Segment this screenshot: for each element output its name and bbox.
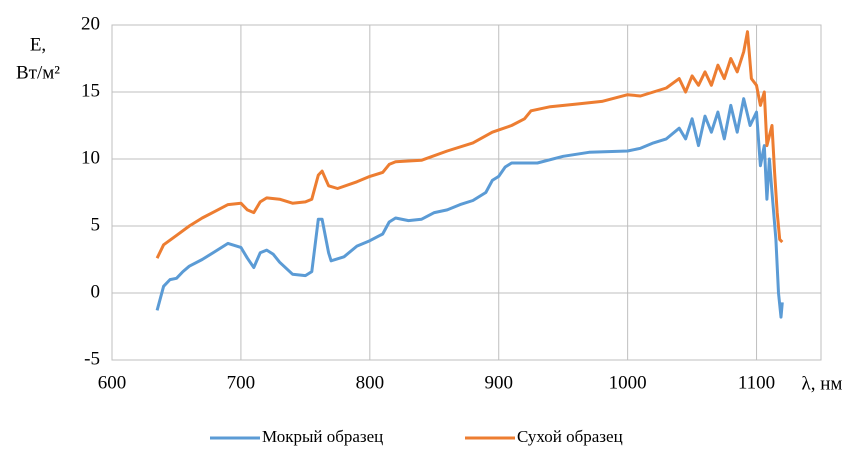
y-tick-label: 20 [81,13,100,34]
y-axis-label: Вт/м² [16,62,60,83]
series-line [155,97,784,319]
y-tick-label: 15 [81,80,100,101]
y-tick-label: -5 [84,348,100,369]
y-tick-label: 0 [91,281,101,302]
plot-border [111,24,822,361]
y-axis-label: Е, [30,34,46,55]
x-tick-label: 800 [356,372,385,393]
series-line [155,30,784,259]
x-tick-label: 600 [98,372,127,393]
y-tick-label: 10 [81,147,100,168]
y-tick-label: 5 [91,214,101,235]
x-tick-label: 1100 [738,372,775,393]
legend-label: Сухой образец [517,427,623,446]
x-tick-label: 700 [227,372,256,393]
x-axis-label: λ, нм [802,373,843,394]
legend-label: Мокрый образец [262,427,383,446]
x-tick-label: 1000 [609,372,647,393]
x-tick-label: 900 [484,372,513,393]
